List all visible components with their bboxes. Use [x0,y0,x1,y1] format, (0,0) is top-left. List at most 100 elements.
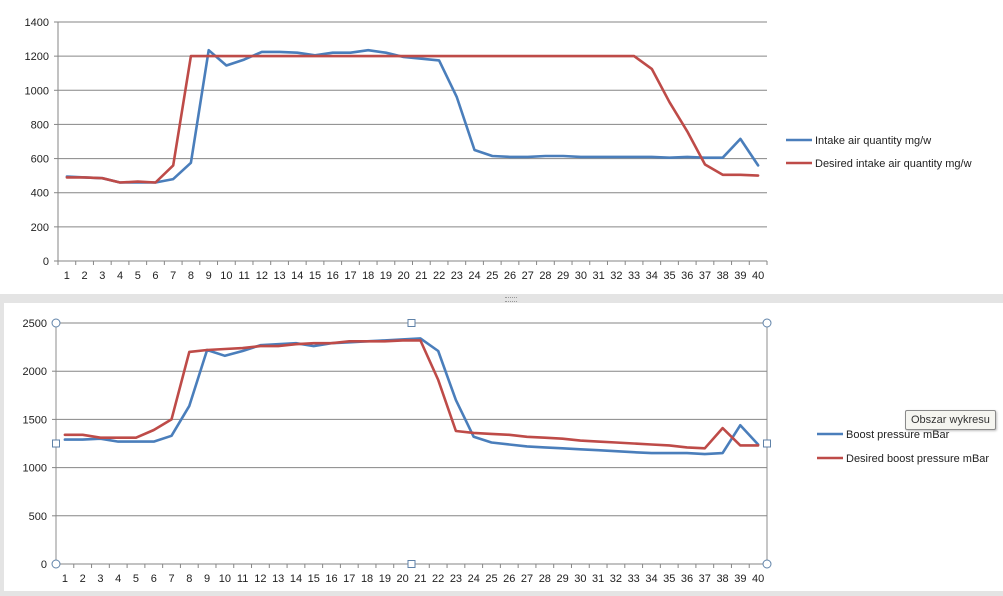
x-tick-label: 39 [734,270,746,282]
x-tick-label: 22 [432,573,444,585]
x-tick-label: 5 [133,573,139,585]
x-tick-label: 4 [115,573,121,585]
x-tick-label: 15 [308,573,320,585]
x-tick-label: 39 [734,573,746,585]
x-tick-label: 35 [663,573,675,585]
x-tick-label: 19 [380,270,392,282]
x-tick-label: 24 [468,270,480,282]
x-tick-label: 36 [681,270,693,282]
selection-handle-side [52,439,60,448]
x-tick-label: 11 [237,573,248,585]
y-tick-label: 1400 [25,17,49,29]
x-tick-label: 8 [188,270,194,282]
x-tick-label: 3 [97,573,103,585]
x-tick-label: 12 [256,270,268,282]
x-tick-label: 30 [574,573,586,585]
x-tick-label: 1 [64,270,70,282]
y-tick-label: 1000 [23,463,47,475]
x-tick-label: 32 [610,573,622,585]
x-tick-label: 32 [610,270,622,282]
x-tick-label: 18 [361,573,373,585]
x-tick-label: 2 [80,573,86,585]
x-tick-label: 13 [273,270,285,282]
series-line-2 [65,54,760,184]
x-tick-label: 23 [450,573,462,585]
x-tick-label: 27 [522,270,534,282]
chart-area-tooltip: Obszar wykresu [905,410,996,430]
x-tick-label: 28 [539,573,551,585]
x-tick-label: 18 [362,270,374,282]
selection-handle-corner [51,318,61,328]
legend-label-2: Desired boost pressure mBar [846,453,989,465]
x-tick-label: 12 [254,573,266,585]
x-tick-label: 1 [62,573,68,585]
x-tick-label: 35 [663,270,675,282]
y-tick-label: 500 [29,511,47,523]
selection-handle-corner [762,318,772,328]
x-tick-label: 25 [485,573,497,585]
x-tick-label: 6 [151,573,157,585]
x-tick-label: 5 [135,270,141,282]
x-tick-label: 36 [681,573,693,585]
chart-bottom-panel[interactable]: 0 500 1000 1500 2000 2500 1 2 3 4 5 6 7 8 9 10 11 12 13 14 1… [4,303,1003,591]
x-tick-label: 40 [752,270,764,282]
x-tick-label: 10 [219,573,231,585]
x-tick-label: 31 [592,270,604,282]
x-tick-label: 40 [752,573,764,585]
chart-top-panel[interactable]: 0 200 400 600 800 1000 1200 1400 1 2 3 4 5 6 7 8 9 10 11 12… [0,0,1003,294]
x-tick-label: 21 [414,573,426,585]
y-tick-label: 400 [31,188,49,200]
series-line-2 [63,339,760,450]
x-tick-label: 9 [206,270,212,282]
y-tick-label: 0 [41,559,47,571]
x-tick-label: 10 [220,270,232,282]
x-tick-label: 17 [344,270,356,282]
y-tick-label: 2500 [23,318,47,330]
x-tick-label: 19 [379,573,391,585]
x-tick-label: 30 [575,270,587,282]
x-tick-label: 33 [628,573,640,585]
selection-handle-corner [51,559,61,569]
x-tick-label: 20 [396,573,408,585]
legend-label-1: Intake air quantity mg/w [815,135,931,147]
selection-handle-side [763,439,771,448]
x-tick-label: 28 [539,270,551,282]
legend-label-1: Boost pressure mBar [846,429,950,441]
selection-handle-side [407,319,416,327]
x-tick-label: 25 [486,270,498,282]
x-tick-label: 11 [238,270,249,282]
pane-splitter[interactable] [0,294,1003,303]
x-tick-label: 31 [592,573,604,585]
x-tick-label: 7 [168,573,174,585]
y-tick-label: 1200 [25,51,49,63]
x-tick-label: 23 [451,270,463,282]
x-tick-label: 38 [717,270,729,282]
plot-area-border [55,322,768,565]
series-line-1 [63,337,760,456]
legend-label-2: Desired intake air quantity mg/w [815,158,972,170]
y-tick-label: 1000 [25,85,49,97]
x-tick-label: 34 [645,573,657,585]
splitter-grip[interactable] [505,297,517,302]
y-tick-label: 2000 [23,366,47,378]
x-tick-label: 21 [415,270,427,282]
x-tick-label: 37 [699,270,711,282]
x-tick-label: 14 [291,270,303,282]
x-tick-label: 20 [398,270,410,282]
x-tick-label: 34 [646,270,658,282]
x-tick-label: 16 [325,573,337,585]
x-tick-label: 6 [152,270,158,282]
x-tick-label: 29 [556,573,568,585]
x-tick-label: 3 [99,270,105,282]
x-tick-label: 2 [82,270,88,282]
x-tick-label: 7 [170,270,176,282]
y-tick-label: 600 [31,154,49,166]
y-tick-label: 200 [31,222,49,234]
x-tick-label: 26 [503,573,515,585]
x-tick-label: 14 [290,573,302,585]
y-tick-label: 0 [43,256,49,268]
x-tick-label: 15 [309,270,321,282]
selection-handle-side [407,560,416,568]
